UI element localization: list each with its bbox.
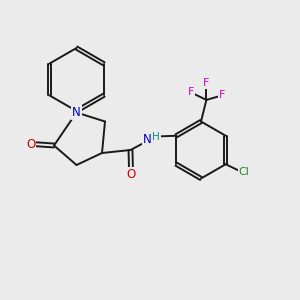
Text: F: F	[203, 78, 210, 88]
Text: N: N	[72, 106, 81, 119]
Text: F: F	[219, 90, 225, 100]
Text: N: N	[142, 133, 152, 146]
Text: O: O	[26, 137, 35, 151]
Text: F: F	[188, 87, 194, 98]
Text: H: H	[152, 131, 160, 142]
Text: O: O	[127, 168, 136, 181]
Text: Cl: Cl	[239, 167, 250, 177]
